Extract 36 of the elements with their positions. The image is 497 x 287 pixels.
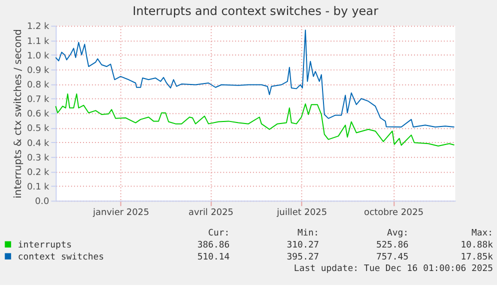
line-series — [55, 93, 455, 146]
text: Min: — [298, 228, 320, 238]
y-tick-label: 0.0 — [34, 197, 50, 208]
text: 386.86 — [197, 240, 230, 250]
legend-label: interrupts — [18, 240, 72, 250]
text: 510.14 — [197, 252, 230, 262]
y-axis-title: interrupts & ctx switches / second — [12, 29, 24, 198]
text: Cur: — [208, 228, 230, 238]
y-tick-label: 0.3 k — [26, 153, 50, 164]
chart-title: Interrupts and context switches - by year — [132, 4, 378, 18]
y-tick-label: 1.1 k — [26, 36, 50, 47]
y-tick-label: 0.8 k — [26, 80, 50, 90]
y-tick-label: 0.6 k — [26, 110, 50, 120]
legend-label: context switches — [18, 252, 104, 262]
y-tick-label: 0.2 k — [26, 168, 50, 178]
text: Max: — [471, 228, 494, 238]
x-tick-label: juillet 2025 — [276, 208, 327, 218]
y-tick-label: 0.1 k — [26, 182, 50, 193]
y-tick-label: 0.7 k — [26, 95, 50, 106]
text: 525.86 — [376, 240, 409, 250]
text: 395.27 — [286, 252, 320, 262]
text: 10.88k — [460, 240, 494, 250]
text: 310.27 — [286, 240, 320, 250]
text: 17.85k — [460, 252, 494, 262]
x-tick-label: avril 2025 — [188, 208, 234, 218]
text: Avg: — [387, 228, 409, 238]
line-series — [55, 30, 455, 128]
text: Last update: Tue Dec 16 01:00:06 2025 — [294, 264, 494, 274]
y-tick-label: 1.0 k — [26, 51, 50, 62]
y-tick-label: 0.4 k — [26, 138, 50, 149]
x-tick-label: octobre 2025 — [364, 208, 424, 218]
text: 757.45 — [376, 252, 409, 262]
y-tick-label: 0.5 k — [26, 124, 50, 134]
y-tick-label: 1.2 k — [26, 22, 50, 32]
y-tick-label: 0.9 k — [26, 66, 50, 76]
x-tick-label: janvier 2025 — [92, 208, 150, 218]
